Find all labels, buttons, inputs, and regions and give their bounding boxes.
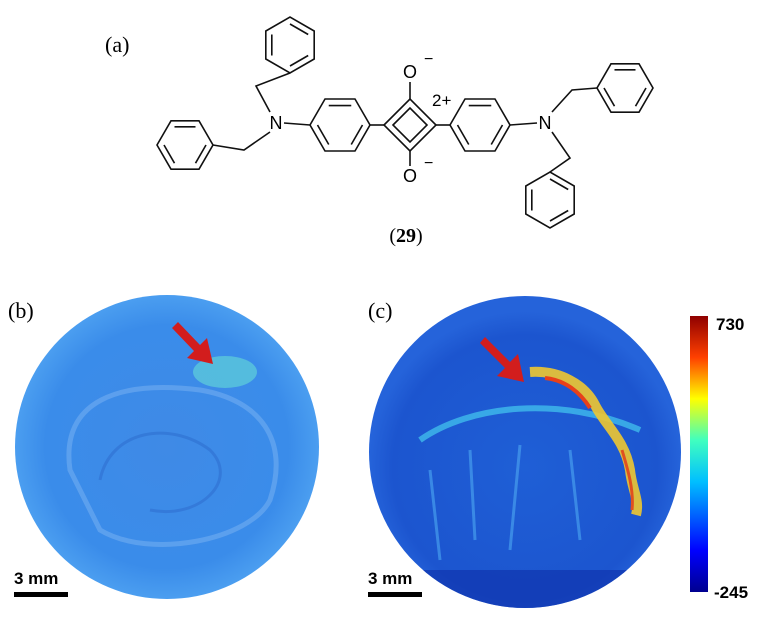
atom: N bbox=[270, 113, 283, 133]
bonds bbox=[157, 17, 653, 228]
panel-b: (b) 3 mm bbox=[8, 295, 319, 599]
ring bbox=[597, 64, 653, 112]
image bbox=[369, 296, 681, 608]
panel-label: (c) bbox=[368, 298, 392, 323]
ring bbox=[526, 172, 574, 228]
panel-label: (b) bbox=[8, 298, 34, 323]
texture bbox=[370, 570, 680, 610]
atom: O bbox=[403, 166, 417, 186]
paren: ) bbox=[416, 225, 423, 247]
charge: − bbox=[424, 51, 433, 68]
ring bbox=[157, 121, 213, 169]
charge: − bbox=[424, 155, 433, 172]
atom: O bbox=[403, 62, 417, 82]
ring bbox=[450, 99, 510, 151]
charge: 2+ bbox=[432, 91, 451, 110]
colorbar bbox=[690, 316, 708, 592]
panel-c: (c) 3 mm 730 -245 bbox=[368, 296, 748, 610]
compound-number: 29 bbox=[396, 225, 416, 247]
ring bbox=[310, 99, 370, 151]
compound-label: (29) bbox=[389, 225, 422, 247]
panel-label: (a) bbox=[105, 32, 129, 57]
colorbar-max: 730 bbox=[716, 315, 744, 334]
scale-label: 3 mm bbox=[14, 569, 58, 588]
colorbar-min: -245 bbox=[714, 583, 748, 602]
ring bbox=[266, 17, 314, 73]
figure: (a) O − O − 2+ N N (29) (b) 3 m bbox=[0, 0, 783, 629]
scale-bar bbox=[14, 592, 68, 597]
scale-bar bbox=[368, 592, 422, 597]
molecule: (a) O − O − 2+ N N (29) bbox=[105, 17, 653, 247]
scale-label: 3 mm bbox=[368, 569, 412, 588]
atom: N bbox=[539, 113, 552, 133]
